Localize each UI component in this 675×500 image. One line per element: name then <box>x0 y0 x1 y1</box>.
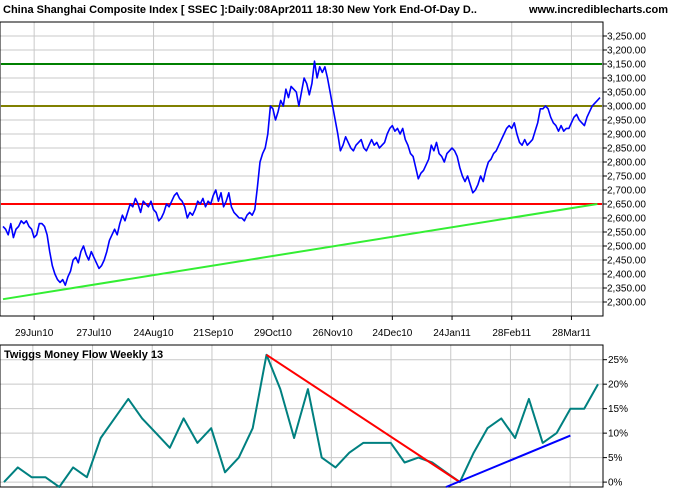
mf-trendline-1 <box>445 434 571 488</box>
price-y-tick-label: 3,000.00 <box>607 102 646 113</box>
price-y-tick-label: 2,300.00 <box>607 298 646 309</box>
mf-trendline-0 <box>265 353 461 483</box>
price-x-tick-label: 29Jun10 <box>15 328 54 339</box>
price-y-tick-label: 2,650.00 <box>607 200 646 211</box>
price-y-tick-label: 2,750.00 <box>607 172 646 183</box>
price-y-tick-label: 2,600.00 <box>607 214 646 225</box>
price-trendline <box>2 203 598 301</box>
price-x-tick-label: 24Dec10 <box>372 328 412 339</box>
money-flow-title: Twiggs Money Flow Weekly 13 <box>4 349 163 361</box>
money-flow-panel-frame <box>0 344 604 488</box>
price-panel-frame <box>0 21 604 317</box>
price-y-tick-label: 3,150.00 <box>607 60 646 71</box>
price-x-tick-label: 24Aug10 <box>134 328 174 339</box>
mf-y-tick-label: 20% <box>608 380 628 391</box>
money-flow-line <box>3 353 599 488</box>
price-annotations <box>1 63 602 301</box>
price-gridlines <box>0 22 603 316</box>
price-y-tick-label: 2,950.00 <box>607 116 646 127</box>
mf-y-tick-label: 15% <box>608 404 628 415</box>
price-x-tick-label: 29Oct10 <box>254 328 292 339</box>
mf-y-tick-label: 0% <box>608 478 623 489</box>
price-y-tick-label: 2,500.00 <box>607 242 646 253</box>
mf-y-tick-label: 25% <box>608 355 628 366</box>
price-series <box>2 60 601 287</box>
money-flow-annotations <box>265 353 571 488</box>
price-x-tick-label: 26Nov10 <box>313 328 353 339</box>
price-y-tick-label: 3,050.00 <box>607 88 646 99</box>
mf-y-tick-label: 10% <box>608 429 628 440</box>
price-y-tick-label: 2,700.00 <box>607 186 646 197</box>
price-y-tick-label: 2,450.00 <box>607 256 646 267</box>
price-y-tick-label: 2,550.00 <box>607 228 646 239</box>
price-y-tick-label: 3,250.00 <box>607 32 646 43</box>
mf-y-tick-label: 5% <box>608 453 623 464</box>
price-x-tick-label: 27Jul10 <box>76 328 111 339</box>
price-y-tick-label: 2,350.00 <box>607 284 646 295</box>
money-flow-series <box>3 353 599 488</box>
price-y-tick-label: 2,400.00 <box>607 270 646 281</box>
price-y-axis: 2,300.00 2,350.00 2,400.00 2,450.00 2,500.00… <box>603 32 646 309</box>
price-y-tick-label: 3,100.00 <box>607 74 646 85</box>
chart-title: China Shanghai Composite Index [ SSEC ]:… <box>3 4 477 16</box>
price-x-tick-label: 28Feb11 <box>492 328 531 339</box>
price-x-tick-label: 28Mar11 <box>552 328 591 339</box>
price-y-tick-label: 3,200.00 <box>607 46 646 57</box>
price-y-tick-label: 2,800.00 <box>607 158 646 169</box>
price-y-tick-label: 2,850.00 <box>607 144 646 155</box>
money-flow-y-axis: 0% 5% 10% 15% 20% 25% <box>603 355 628 489</box>
price-y-tick-label: 2,900.00 <box>607 130 646 141</box>
price-x-axis: 29Jun10 27Jul10 24Aug10 21Sep10 29Oct10 26Nov… <box>15 316 591 339</box>
price-x-tick-label: 21Sep10 <box>193 328 233 339</box>
price-x-tick-label: 24Jan11 <box>433 328 471 339</box>
site-url[interactable]: www.incrediblecharts.com <box>528 4 668 16</box>
price-line <box>2 60 601 287</box>
